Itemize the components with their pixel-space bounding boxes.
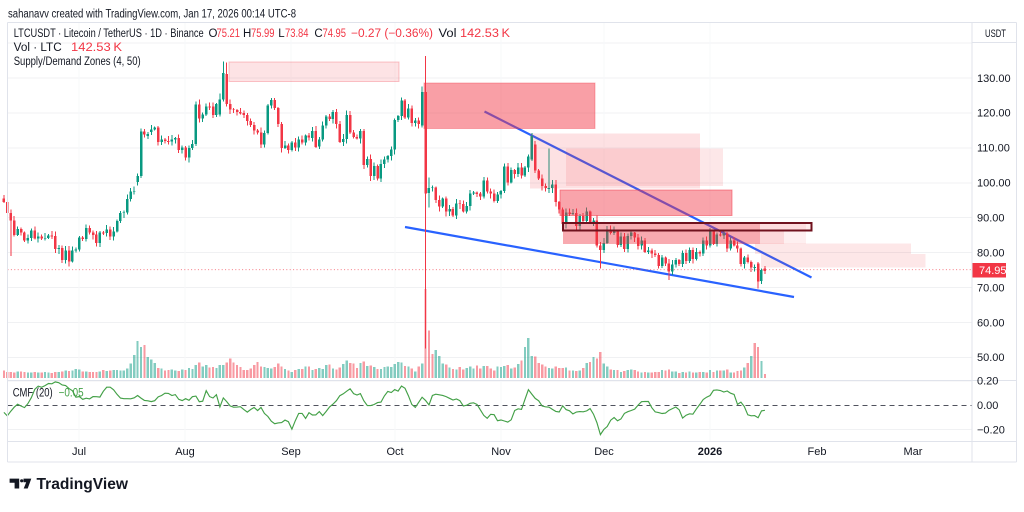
svg-text:Feb: Feb xyxy=(808,446,827,458)
svg-text:0.00: 0.00 xyxy=(977,400,998,412)
svg-text:C: C xyxy=(314,28,322,40)
svg-text:H: H xyxy=(243,28,251,40)
svg-text:50.00: 50.00 xyxy=(977,352,1005,364)
svg-text:90.00: 90.00 xyxy=(977,213,1005,225)
svg-text:−0.05: −0.05 xyxy=(59,388,84,400)
svg-text:142.53 K: 142.53 K xyxy=(71,42,122,54)
svg-text:LTCUSDT · Litecoin / TetherUS: LTCUSDT · Litecoin / TetherUS · 1D · Bin… xyxy=(14,28,204,40)
svg-text:TradingView: TradingView xyxy=(37,476,129,493)
svg-text:70.00: 70.00 xyxy=(977,282,1005,294)
svg-text:73.84: 73.84 xyxy=(285,28,309,40)
svg-text:Aug: Aug xyxy=(175,446,195,458)
svg-text:2026: 2026 xyxy=(698,446,722,458)
svg-text:120.00: 120.00 xyxy=(977,108,1011,120)
svg-text:L: L xyxy=(278,28,285,40)
svg-text:74.95: 74.95 xyxy=(323,28,347,40)
svg-text:0.20: 0.20 xyxy=(977,376,998,388)
svg-text:−0.20: −0.20 xyxy=(977,425,1005,437)
svg-text:75.99: 75.99 xyxy=(251,28,275,40)
svg-text:−0.27 (−0.36%): −0.27 (−0.36%) xyxy=(351,28,433,40)
svg-text:Vol: Vol xyxy=(439,28,457,40)
svg-text:Dec: Dec xyxy=(594,446,614,458)
svg-text:Oct: Oct xyxy=(386,446,403,458)
svg-text:110.00: 110.00 xyxy=(977,143,1010,155)
svg-text:130.00: 130.00 xyxy=(977,73,1011,85)
svg-text:USDT: USDT xyxy=(985,28,1006,40)
svg-text:100.00: 100.00 xyxy=(977,178,1011,190)
svg-text:80.00: 80.00 xyxy=(977,247,1005,259)
svg-text:75.21: 75.21 xyxy=(217,28,241,40)
svg-text:74.95: 74.95 xyxy=(979,265,1007,277)
svg-text:Vol · LTC: Vol · LTC xyxy=(14,42,62,54)
svg-text:CMF (20): CMF (20) xyxy=(13,388,53,400)
svg-text:O: O xyxy=(209,28,218,40)
svg-text:Mar: Mar xyxy=(904,446,923,458)
svg-text:60.00: 60.00 xyxy=(977,317,1005,329)
svg-text:Sep: Sep xyxy=(281,446,301,458)
svg-text:sahanavv created with TradingV: sahanavv created with TradingView.com, J… xyxy=(8,9,296,21)
svg-text:142.53 K: 142.53 K xyxy=(460,28,510,40)
svg-text:Jul: Jul xyxy=(72,446,86,458)
svg-text:Nov: Nov xyxy=(491,446,511,458)
svg-text:Supply/Demand Zones (4, 50): Supply/Demand Zones (4, 50) xyxy=(14,56,141,68)
